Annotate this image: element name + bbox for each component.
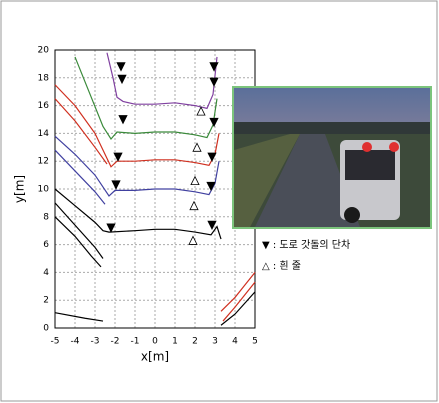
scan-line xyxy=(54,202,104,259)
marker xyxy=(206,181,216,192)
x-tick-label: 0 xyxy=(152,337,158,347)
marker xyxy=(192,142,202,152)
y-axis-label: y[m] xyxy=(13,175,27,203)
y-tick-label: 12 xyxy=(38,157,49,167)
scan-line xyxy=(220,272,256,312)
scan-line xyxy=(54,312,104,322)
scan-line xyxy=(54,84,220,168)
scan-line xyxy=(222,281,256,322)
marker xyxy=(190,175,200,186)
x-tick-label: 2 xyxy=(192,337,198,347)
photo xyxy=(232,86,432,229)
y-tick-label: 20 xyxy=(38,46,50,56)
x-tick-label: -3 xyxy=(91,337,100,347)
x-tick-label: 4 xyxy=(232,337,238,347)
marker xyxy=(196,106,206,116)
scan-line xyxy=(54,135,220,197)
marker xyxy=(111,180,121,190)
scan-line xyxy=(220,291,256,326)
scan-line xyxy=(106,52,218,110)
marker xyxy=(118,115,128,125)
marker xyxy=(117,74,127,85)
legend-down: ▼ : 도로 갓돌의 단차 xyxy=(262,239,350,251)
scan-line xyxy=(54,98,108,165)
scan-line xyxy=(54,216,102,268)
y-tick-label: 8 xyxy=(43,212,49,222)
marker xyxy=(209,62,219,72)
x-tick-label: 5 xyxy=(252,337,258,347)
x-tick-label: -4 xyxy=(71,337,80,347)
scan-line xyxy=(54,149,106,205)
marker xyxy=(189,200,199,211)
marker xyxy=(116,62,126,72)
marker xyxy=(209,77,219,87)
y-tick-label: 10 xyxy=(38,185,50,195)
y-tick-label: 16 xyxy=(38,101,50,111)
y-tick-label: 0 xyxy=(43,324,49,334)
y-tick-label: 4 xyxy=(43,268,49,278)
x-tick-label: 3 xyxy=(212,337,218,347)
y-tick-label: 2 xyxy=(43,296,49,306)
marker xyxy=(113,152,123,162)
marker xyxy=(207,220,217,231)
x-axis-label: x[m] xyxy=(141,350,169,364)
marker xyxy=(209,117,219,128)
marker xyxy=(106,223,116,233)
y-tick-label: 14 xyxy=(38,129,50,139)
y-tick-label: 18 xyxy=(38,73,50,83)
marker xyxy=(188,235,198,245)
y-tick-label: 6 xyxy=(43,240,49,250)
marker xyxy=(207,152,217,162)
x-tick-label: -2 xyxy=(111,337,120,347)
legend-up: △ : 흰 줄 xyxy=(262,260,301,272)
scan-line xyxy=(54,188,222,240)
x-tick-label: -1 xyxy=(131,337,140,347)
scan-line xyxy=(74,56,218,140)
x-tick-label: 1 xyxy=(172,337,178,347)
x-tick-label: -5 xyxy=(51,337,60,347)
